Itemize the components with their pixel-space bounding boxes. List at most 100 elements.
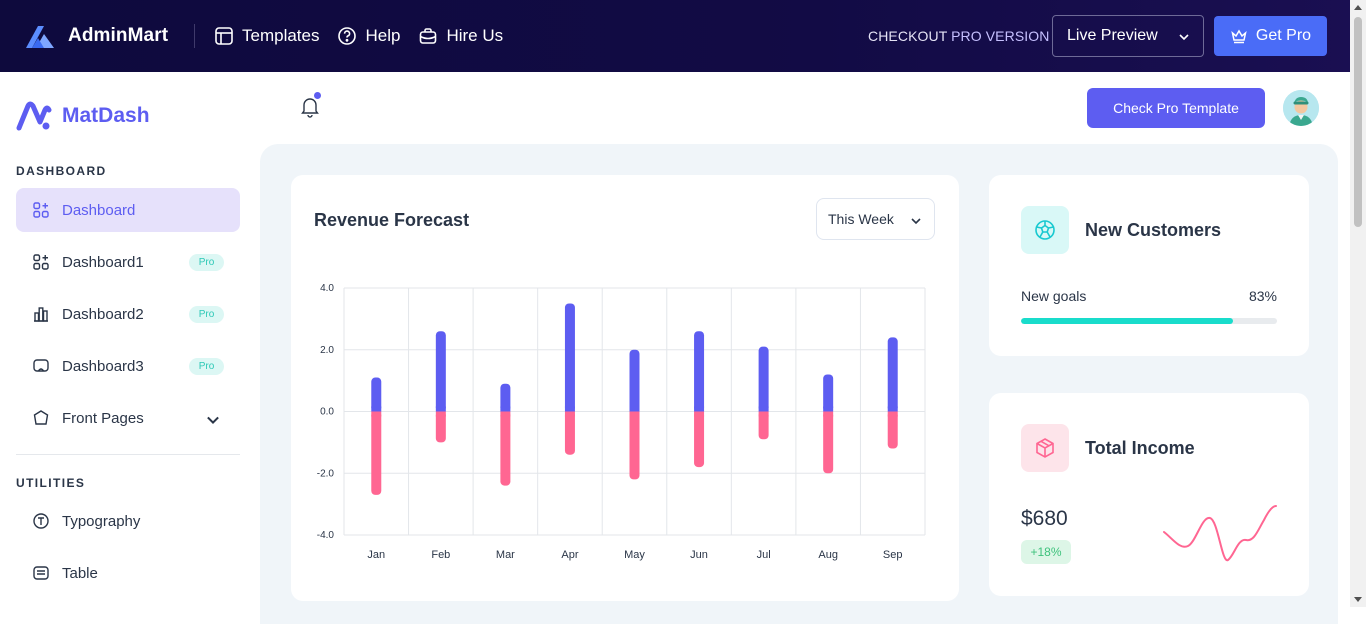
adminmart-brand[interactable]: AdminMart [24, 22, 168, 50]
sidebar-item-label: Dashboard3 [62, 357, 144, 375]
section-dashboard-heading: DASHBOARD [16, 164, 107, 178]
sidebar-item-label: Dashboard2 [62, 305, 144, 323]
x-tick-label: Feb [431, 549, 450, 561]
hexagon-icon [33, 410, 49, 425]
bar-negative [694, 411, 705, 468]
nav-hire-us-label: Hire Us [446, 26, 504, 45]
x-tick-label: Jun [690, 549, 708, 561]
x-tick-label: Apr [561, 549, 578, 561]
bar-base [500, 406, 511, 412]
bar-base [435, 411, 446, 417]
sidebar-item-dashboard[interactable]: Dashboard [16, 188, 240, 232]
bar-positive [564, 303, 575, 412]
scroll-down-arrow-icon[interactable] [1354, 597, 1362, 602]
bar-base [694, 406, 705, 412]
sidebar-item-label: Dashboard1 [62, 253, 144, 271]
goal-progress-fill [1021, 318, 1234, 324]
bar-base [758, 406, 769, 412]
matdash-logo-icon [16, 101, 52, 131]
bar-positive [887, 337, 898, 412]
pro-badge: Pro [189, 254, 224, 271]
bar-base [500, 411, 511, 417]
sidebar-item-front-pages[interactable]: Front Pages [16, 396, 240, 440]
bar-negative [758, 411, 769, 440]
topbar-divider [194, 24, 195, 48]
bar-positive [629, 349, 640, 412]
avatar[interactable] [1283, 90, 1319, 126]
sidebar-item-table[interactable]: Table [16, 551, 240, 595]
section-utilities-heading: UTILITIES [16, 476, 86, 490]
adminmart-logo-icon [26, 26, 54, 48]
x-tick-label: May [624, 549, 645, 561]
x-tick-label: Jan [367, 549, 385, 561]
bar-base [887, 406, 898, 412]
football-icon [1035, 220, 1055, 240]
income-change-badge: +18% [1021, 540, 1071, 564]
goal-value: 83% [1248, 288, 1277, 304]
live-preview-dropdown[interactable]: Live Preview [1052, 15, 1204, 57]
period-select[interactable]: This Week [816, 198, 935, 240]
sidebar-item-dashboard3[interactable]: Dashboard3 Pro [16, 344, 240, 388]
bar-base [629, 406, 640, 412]
bell-icon[interactable] [300, 96, 320, 118]
sidebar-divider [16, 454, 240, 455]
checkout-emph: PRO VERSION [951, 28, 1050, 44]
bar-base [629, 411, 640, 417]
sidebar: MatDash DASHBOARD Dashboard Dashboard1 P… [0, 72, 260, 607]
nav-templates-label: Templates [242, 26, 320, 45]
scrollbar-thumb[interactable] [1354, 17, 1362, 227]
customers-icon-tile [1021, 206, 1069, 254]
topbar-nav: Templates Help Hire Us [214, 24, 503, 48]
x-tick-label: Sep [883, 549, 903, 561]
new-customers-card: New Customers New goals 83% [989, 175, 1309, 356]
adminmart-brand-name: AdminMart [68, 25, 169, 46]
revenue-forecast-card: Revenue Forecast This Week 4.0 2.0 0.0 -2.0… [291, 175, 959, 601]
bar-positive [435, 331, 446, 412]
sidebar-item-label: Front Pages [62, 409, 144, 427]
checkout-prefix: CHECKOUT [868, 28, 952, 44]
bar-positive [694, 331, 705, 412]
apps-icon [33, 202, 49, 218]
sidebar-item-dashboard1[interactable]: Dashboard1 Pro [16, 240, 240, 284]
sidebar-item-dashboard2[interactable]: Dashboard2 Pro [16, 292, 240, 336]
goal-label: New goals [1021, 288, 1087, 304]
typography-icon [33, 513, 49, 529]
get-pro-button[interactable]: Get Pro [1214, 16, 1327, 56]
y-tick-label: -4.0 [317, 530, 335, 541]
get-pro-label: Get Pro [1255, 27, 1312, 44]
bar-negative [887, 411, 898, 449]
matdash-brand[interactable]: MatDash [16, 100, 150, 132]
bar-negative [564, 411, 575, 455]
checkout-pro-link[interactable]: CHECKOUT PRO VERSION [868, 28, 1049, 44]
sidebar-item-label: Typography [62, 512, 141, 530]
screen-share-icon [33, 359, 49, 372]
bar-positive [371, 377, 382, 412]
scroll-up-arrow-icon[interactable] [1354, 5, 1362, 10]
period-select-value: This Week [828, 211, 894, 227]
bar-base [823, 406, 834, 412]
bar-positive [823, 374, 834, 412]
revenue-forecast-title: Revenue Forecast [314, 210, 470, 230]
help-circle-icon [338, 27, 357, 45]
goal-progress-bar [1021, 318, 1277, 324]
bar-positive [758, 346, 769, 412]
briefcase-icon [420, 28, 437, 44]
y-tick-label: 4.0 [320, 283, 334, 294]
sidebar-item-typography[interactable]: Typography [16, 499, 240, 543]
bar-base [371, 411, 382, 417]
check-pro-template-button[interactable]: Check Pro Template [1087, 88, 1265, 128]
total-income-card: Total Income $680 +18% [989, 393, 1309, 596]
page-scrollbar[interactable] [1350, 0, 1366, 607]
bar-base [564, 411, 575, 417]
total-income-title: Total Income [1085, 438, 1195, 458]
income-sparkline [1163, 505, 1277, 562]
table-icon [33, 566, 49, 580]
nav-hire-us[interactable]: Hire Us [418, 24, 503, 48]
nav-templates[interactable]: Templates [214, 24, 319, 48]
box-icon [1036, 438, 1054, 458]
bar-negative [435, 411, 446, 443]
crown-icon [1231, 29, 1247, 44]
nav-help[interactable]: Help [337, 24, 400, 48]
pro-badge: Pro [189, 358, 224, 375]
apps-icon [33, 254, 49, 270]
